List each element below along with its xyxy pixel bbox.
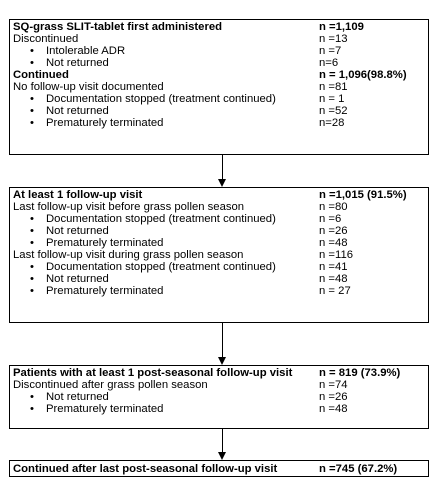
row-label: Patients with at least 1 post-seasonal f… <box>13 367 293 379</box>
row-value: n =74 <box>319 379 348 391</box>
row-value: n =116 <box>319 249 354 261</box>
row-label: Discontinued after grass pollen season <box>13 379 208 391</box>
row-label: No follow-up visit documented <box>13 81 164 93</box>
row-no-follow-up: No follow-up visit documented n =81 <box>13 81 426 93</box>
row-value: n =13 <box>319 33 348 45</box>
row-label: Last follow-up visit during grass pollen… <box>13 249 244 261</box>
row-label: Not returned <box>46 105 109 117</box>
row-value: n =745 (67.2%) <box>319 463 398 475</box>
row-at-least-one-follow-up: At least 1 follow-up visit n =1,015 (91.… <box>13 189 426 201</box>
row-not-returned: • Not returned n =26 <box>13 391 426 403</box>
row-label: Documentation stopped (treatment continu… <box>46 93 276 105</box>
bullet-point: • <box>30 105 34 117</box>
bullet-point: • <box>30 237 34 249</box>
bullet-point: • <box>30 261 34 273</box>
row-value: n =48 <box>319 403 348 415</box>
row-value: n =52 <box>319 105 348 117</box>
row-value: n = 1 <box>319 93 345 105</box>
row-prematurely-terminated: • Prematurely terminated n=28 <box>13 117 426 129</box>
row-documentation-stopped: • Documentation stopped (treatment conti… <box>13 213 426 225</box>
bullet-point: • <box>30 225 34 237</box>
bullet-point: • <box>30 93 34 105</box>
row-first-administered: SQ-grass SLIT-tablet first administered … <box>13 21 426 33</box>
bullet-point: • <box>30 285 34 297</box>
row-prematurely-terminated: • Prematurely terminated n = 27 <box>13 285 426 297</box>
box-post-seasonal-follow-up: Patients with at least 1 post-seasonal f… <box>9 365 429 429</box>
row-continued-after-post-seasonal: Continued after last post-seasonal follo… <box>13 463 426 475</box>
row-label: Continued after last post-seasonal follo… <box>13 463 278 475</box>
row-value: n = 1,096(98.8%) <box>319 69 407 81</box>
row-label: Not returned <box>46 273 109 285</box>
row-value: n = 27 <box>319 285 351 297</box>
row-prematurely-terminated: • Prematurely terminated n =48 <box>13 237 426 249</box>
row-label: Last follow-up visit before grass pollen… <box>13 201 245 213</box>
row-value: n=6 <box>319 57 339 69</box>
row-label: Prematurely terminated <box>46 285 164 297</box>
row-label: Intolerable ADR <box>46 45 126 57</box>
bullet-point: • <box>30 403 34 415</box>
bullet-point: • <box>30 391 34 403</box>
row-value: n =80 <box>319 201 348 213</box>
row-value: n =1,109 <box>319 21 364 33</box>
row-not-returned: • Not returned n =52 <box>13 105 426 117</box>
row-label: Continued <box>13 69 69 81</box>
row-value: n =26 <box>319 225 348 237</box>
row-not-returned: • Not returned n =48 <box>13 273 426 285</box>
row-label: Prematurely terminated <box>46 237 164 249</box>
flow-arrow <box>218 323 228 365</box>
row-label: Documentation stopped (treatment continu… <box>46 261 276 273</box>
row-continued: Continued n = 1,096(98.8%) <box>13 69 426 81</box>
row-documentation-stopped: • Documentation stopped (treatment conti… <box>13 261 426 273</box>
bullet-point: • <box>30 117 34 129</box>
row-label: Prematurely terminated <box>46 403 164 415</box>
row-value: n =1,015 (91.5%) <box>319 189 407 201</box>
bullet-point: • <box>30 45 34 57</box>
row-value: n = 819 (73.9%) <box>319 367 401 379</box>
box-first-administered: SQ-grass SLIT-tablet first administered … <box>9 19 429 155</box>
row-label: Prematurely terminated <box>46 117 164 129</box>
row-discontinued-after-season: Discontinued after grass pollen season n… <box>13 379 426 391</box>
box-continued-after-post-seasonal: Continued after last post-seasonal follo… <box>9 460 429 477</box>
flow-arrow <box>218 429 228 460</box>
row-post-seasonal-follow-up: Patients with at least 1 post-seasonal f… <box>13 367 426 379</box>
row-value: n =48 <box>319 237 348 249</box>
row-value: n =81 <box>319 81 348 93</box>
row-label: Documentation stopped (treatment continu… <box>46 213 276 225</box>
row-not-returned: • Not returned n=6 <box>13 57 426 69</box>
bullet-point: • <box>30 57 34 69</box>
bullet-point: • <box>30 213 34 225</box>
row-label: Not returned <box>46 391 109 403</box>
row-label: Discontinued <box>13 33 79 45</box>
row-label: Not returned <box>46 225 109 237</box>
row-documentation-stopped: • Documentation stopped (treatment conti… <box>13 93 426 105</box>
row-prematurely-terminated: • Prematurely terminated n =48 <box>13 403 426 415</box>
row-last-visit-during-season: Last follow-up visit during grass pollen… <box>13 249 426 261</box>
row-not-returned: • Not returned n =26 <box>13 225 426 237</box>
row-value: n =48 <box>319 273 348 285</box>
row-label: Not returned <box>46 57 109 69</box>
row-label: SQ-grass SLIT-tablet first administered <box>13 21 223 33</box>
row-label: At least 1 follow-up visit <box>13 189 143 201</box>
row-value: n=28 <box>319 117 345 129</box>
row-discontinued: Discontinued n =13 <box>13 33 426 45</box>
row-last-visit-before-season: Last follow-up visit before grass pollen… <box>13 201 426 213</box>
box-at-least-one-follow-up: At least 1 follow-up visit n =1,015 (91.… <box>9 187 429 323</box>
row-value: n =26 <box>319 391 348 403</box>
bullet-point: • <box>30 273 34 285</box>
row-value: n =6 <box>319 213 342 225</box>
flow-arrow <box>218 155 228 187</box>
row-intolerable-adr: • Intolerable ADR n =7 <box>13 45 426 57</box>
row-value: n =7 <box>319 45 342 57</box>
row-value: n =41 <box>319 261 348 273</box>
